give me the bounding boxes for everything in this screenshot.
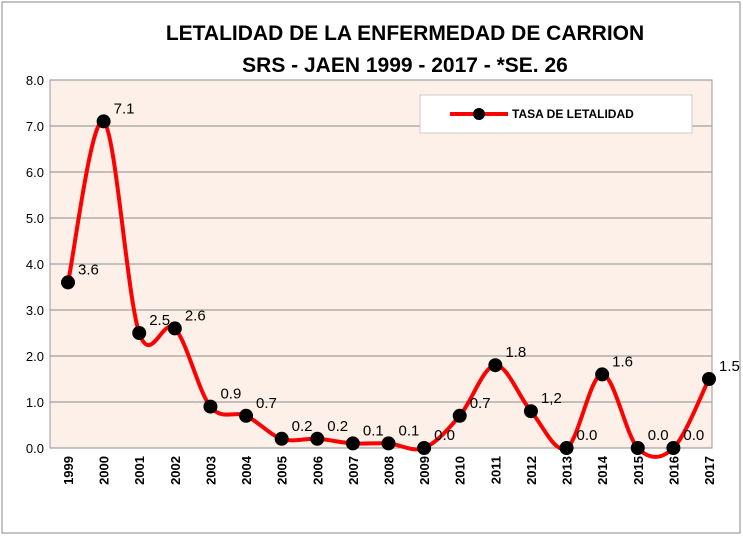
y-tick-label: 7.0 — [26, 119, 44, 134]
data-label: 1,2 — [541, 390, 562, 407]
data-label: 1.6 — [612, 353, 633, 370]
data-point — [630, 441, 645, 455]
x-tick-label: 2011 — [488, 456, 503, 484]
data-label: 0.0 — [434, 427, 455, 444]
x-tick-label: 2006 — [310, 456, 325, 485]
data-point — [559, 441, 574, 455]
data-label: 1.8 — [505, 344, 526, 361]
y-tick-label: 4.0 — [26, 257, 44, 272]
data-label: 0.2 — [292, 418, 313, 435]
x-tick-label: 2009 — [417, 456, 432, 485]
chart-title: LETALIDAD DE LA ENFERMEDAD DE CARRION — [166, 22, 644, 45]
x-tick-label: 2010 — [453, 456, 468, 485]
data-label: 0.0 — [683, 427, 704, 444]
data-label: 2.5 — [149, 312, 170, 329]
x-tick-label: 2013 — [560, 456, 575, 485]
chart-subtitle: SRS - JAEN 1999 - 2017 - *SE. 26 — [242, 54, 568, 77]
data-point — [523, 404, 538, 419]
x-tick-label: 2004 — [239, 455, 254, 485]
y-tick-label: 6.0 — [26, 165, 44, 180]
legend-label: TASA DE LETALIDAD — [512, 107, 634, 121]
x-tick-label: 2012 — [524, 456, 539, 485]
x-tick-label: 2005 — [275, 456, 290, 485]
y-tick-label: 3.0 — [26, 303, 44, 318]
data-label: 0.2 — [327, 418, 348, 435]
x-tick-label: 2003 — [203, 456, 218, 485]
y-tick-label: 8.0 — [26, 73, 44, 88]
x-tick-label: 2008 — [382, 456, 397, 485]
data-label: 3.6 — [78, 261, 99, 278]
data-point — [666, 441, 681, 455]
x-tick-label: 2002 — [168, 456, 183, 485]
data-label: 0.1 — [399, 422, 420, 439]
data-point — [167, 321, 182, 336]
data-point — [595, 367, 610, 382]
data-point — [239, 408, 254, 423]
x-tick-label: 1999 — [61, 456, 76, 485]
data-point — [61, 275, 75, 290]
x-tick-label: 2000 — [97, 456, 112, 485]
data-point — [203, 399, 218, 414]
data-label: 0.1 — [363, 422, 384, 439]
y-tick-label: 2.0 — [26, 349, 44, 364]
data-point — [702, 372, 716, 386]
data-label: 0.0 — [577, 427, 598, 444]
data-label: 0.0 — [648, 427, 669, 444]
x-tick-label: 2001 — [132, 456, 147, 485]
data-point — [417, 441, 432, 455]
data-point — [310, 431, 325, 446]
x-tick-label: 2017 — [702, 456, 717, 485]
legend-box — [419, 94, 693, 134]
data-label: 1.5 — [719, 358, 740, 375]
data-point — [345, 436, 360, 451]
data-point — [132, 326, 147, 340]
data-point — [274, 431, 289, 446]
data-label: 2.6 — [185, 307, 206, 324]
legend-marker — [473, 108, 485, 120]
x-tick-label: 2016 — [666, 456, 681, 485]
data-point — [488, 358, 503, 373]
data-label: 0.9 — [220, 386, 241, 403]
x-tick-label: 2015 — [631, 456, 646, 485]
y-tick-label: 1.0 — [26, 395, 44, 410]
data-label: 0.7 — [470, 395, 491, 412]
data-point — [96, 114, 111, 129]
y-tick-label: 5.0 — [26, 211, 44, 226]
data-point — [381, 436, 396, 451]
y-tick-label: 0.0 — [26, 441, 44, 456]
data-label: 7.1 — [114, 100, 135, 117]
data-label: 0.7 — [256, 395, 277, 412]
data-point — [452, 408, 467, 423]
x-tick-label: 2007 — [346, 456, 361, 485]
x-tick-label: 2014 — [595, 455, 610, 485]
